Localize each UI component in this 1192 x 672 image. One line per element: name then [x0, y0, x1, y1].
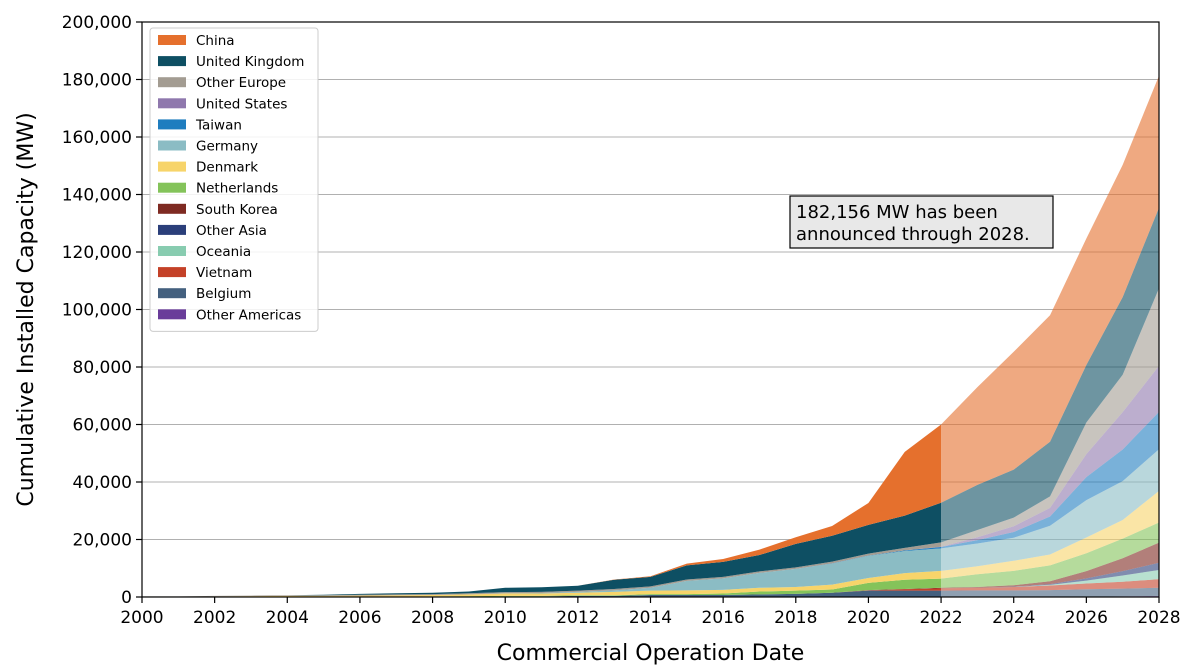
y-tick-label: 80,000	[73, 358, 132, 378]
area-united-kingdom-installed	[142, 502, 942, 597]
legend-label-other-europe: Other Europe	[196, 75, 286, 91]
x-tick-label: 2024	[992, 608, 1035, 628]
legend-label-netherlands: Netherlands	[196, 181, 278, 197]
y-tick-label: 40,000	[73, 473, 132, 493]
legend-swatch-denmark	[158, 161, 186, 172]
legend-swatch-belgium	[158, 288, 186, 299]
legend-swatch-taiwan	[158, 119, 186, 130]
y-tick-label: 20,000	[73, 531, 132, 551]
x-axis: 2000 2002 2004 2006 2008 2010 2012 2014 2016 2018…	[120, 597, 1181, 628]
area-south-korea-announced	[941, 542, 1159, 589]
area-other-europe-announced	[941, 288, 1159, 547]
legend-label-china: China	[196, 33, 235, 49]
x-tick-label: 2028	[1137, 608, 1180, 628]
x-axis-title: Commercial Operation Date	[497, 641, 805, 666]
y-axis-title: Cumulative Installed Capacity (MW)	[14, 112, 39, 506]
y-tick-label: 120,000	[62, 243, 132, 263]
x-tick-label: 2012	[556, 608, 599, 628]
legend-swatch-other-europe	[158, 77, 186, 88]
x-tick-label: 2018	[774, 608, 817, 628]
area-oceania-announced	[941, 569, 1159, 589]
x-tick-label: 2006	[338, 608, 381, 628]
y-tick-label: 140,000	[62, 186, 132, 206]
legend-label-taiwan: Taiwan	[195, 117, 242, 133]
legend-label-belgium: Belgium	[196, 286, 251, 302]
area-belgium-installed	[142, 590, 942, 597]
y-tick-label: 200,000	[62, 13, 132, 33]
area-united-states-announced	[941, 365, 1159, 547]
area-vietnam-announced	[941, 579, 1159, 591]
annotation-box: 182,156 MW has been announced through 20…	[789, 195, 1054, 249]
legend-swatch-other-americas	[158, 309, 186, 320]
annotation-line: announced through 2028.	[796, 224, 1030, 245]
annotation-line: 182,156 MW has been	[796, 202, 998, 223]
legend-swatch-united-states	[158, 98, 186, 109]
legend-label-south-korea: South Korea	[196, 202, 278, 218]
legend-label-vietnam: Vietnam	[196, 265, 252, 281]
y-tick-label: 160,000	[62, 128, 132, 148]
area-netherlands-announced	[941, 522, 1159, 588]
legend-label-united-kingdom: United Kingdom	[196, 54, 304, 70]
legend-label-other-americas: Other Americas	[196, 307, 301, 323]
x-tick-label: 2016	[702, 608, 745, 628]
x-tick-label: 2002	[193, 608, 236, 628]
x-tick-label: 2004	[266, 608, 309, 628]
legend-label-united-states: United States	[196, 96, 287, 112]
x-tick-label: 2026	[1065, 608, 1108, 628]
area-germany-installed	[142, 548, 942, 597]
x-tick-label: 2014	[629, 608, 672, 628]
area-china-announced	[941, 75, 1159, 503]
x-tick-label: 2020	[847, 608, 890, 628]
legend-swatch-oceania	[158, 246, 186, 256]
x-tick-label: 2022	[919, 608, 962, 628]
area-denmark-installed	[142, 570, 942, 597]
legend-swatch-netherlands	[158, 182, 186, 193]
legend-label-oceania: Oceania	[196, 244, 251, 260]
x-tick-label: 2008	[411, 608, 454, 628]
y-tick-label: 100,000	[62, 301, 132, 321]
legend-label-germany: Germany	[196, 139, 258, 155]
area-other-asia-announced	[941, 562, 1159, 589]
area-taiwan-announced	[941, 411, 1159, 549]
area-germany-announced	[941, 449, 1159, 571]
y-tick-label: 60,000	[73, 416, 132, 436]
y-tick-label: 180,000	[62, 71, 132, 91]
y-axis: 0 20,000 40,000 60,000 80,000 100,000 120,000 1…	[62, 13, 142, 608]
legend-label-other-asia: Other Asia	[196, 223, 267, 239]
legend: China United Kingdom Other Europe United St…	[149, 27, 319, 332]
legend-swatch-united-kingdom	[158, 56, 186, 67]
legend-swatch-vietnam	[158, 267, 186, 278]
x-tick-label: 2010	[484, 608, 527, 628]
legend-frame	[149, 27, 319, 332]
y-tick-label: 0	[121, 588, 132, 608]
legend-swatch-other-asia	[158, 224, 186, 235]
area-united-kingdom-announced	[941, 207, 1159, 543]
area-belgium-announced	[941, 587, 1159, 597]
area-other-europe-installed	[142, 542, 942, 597]
legend-swatch-china	[158, 35, 186, 45]
legend-swatch-germany	[158, 140, 186, 151]
legend-swatch-south-korea	[158, 203, 186, 214]
area-denmark-announced	[941, 490, 1159, 579]
stacked-areas	[142, 75, 1159, 597]
legend-label-denmark: Denmark	[196, 160, 258, 176]
x-tick-label: 2000	[120, 608, 163, 628]
